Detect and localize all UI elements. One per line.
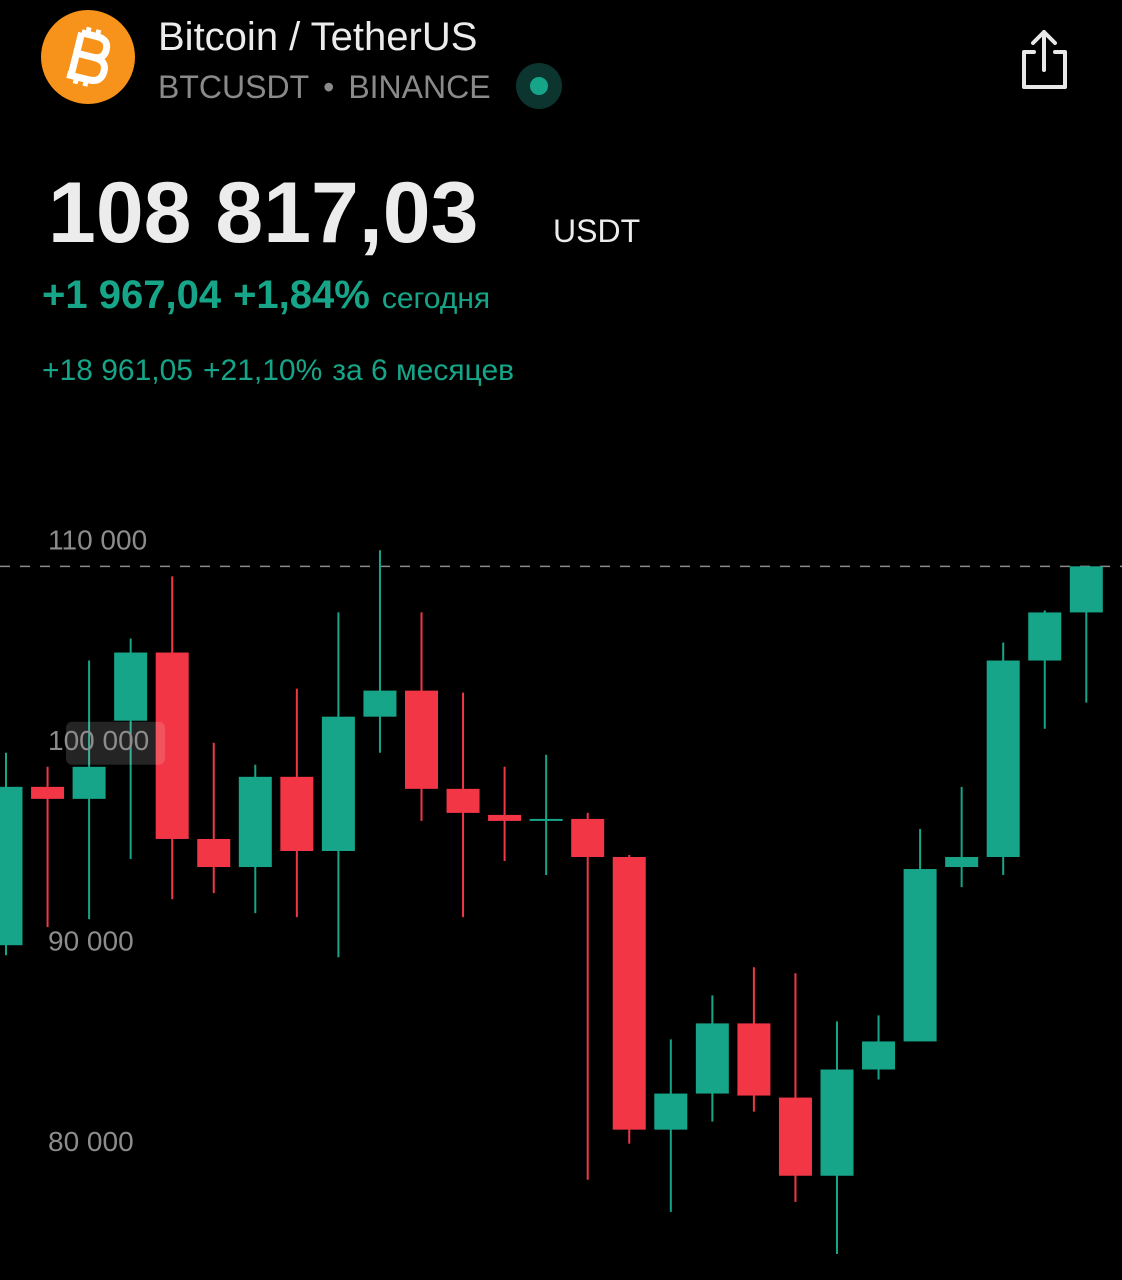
candle-body <box>945 857 979 868</box>
y-tick-label: 80 000 <box>48 1126 134 1157</box>
candle-body <box>1069 566 1103 613</box>
symbol: BTCUSDT <box>158 69 309 105</box>
tick-highlight <box>66 721 165 765</box>
y-tick-label: 100 000 <box>48 725 149 756</box>
candle-body <box>695 1023 729 1094</box>
candle-body <box>280 776 314 851</box>
coin-logo <box>41 10 135 104</box>
candle-body <box>114 652 148 721</box>
change-period: сегодня <box>382 282 490 315</box>
daily-change: +1 967,04 +1,84% сегодня <box>42 273 490 317</box>
exchange: BINANCE <box>348 69 490 105</box>
candle-body <box>31 786 65 799</box>
title: Bitcoin / TetherUS <box>158 15 477 59</box>
candle-body <box>155 652 189 839</box>
y-tick-label: 110 000 <box>48 525 147 556</box>
period-change: +18 961,05 +21,10% за 6 месяцев <box>42 354 514 387</box>
candle-body <box>405 690 438 789</box>
share-button[interactable] <box>1022 30 1067 89</box>
candle-body <box>986 660 1020 858</box>
candle-body <box>737 1023 771 1096</box>
chart: 80 000 90 000 100 000 110 000 <box>0 525 1122 1254</box>
candle-body <box>488 814 522 821</box>
market-status <box>516 63 562 109</box>
candle-body <box>197 838 231 868</box>
candle-body <box>0 786 23 946</box>
period-change-percent: +21,10% <box>203 354 322 387</box>
currency: USDT <box>553 213 640 249</box>
period-label: за 6 месяцев <box>332 354 514 387</box>
candle-body <box>820 1069 854 1176</box>
candle-body <box>238 776 272 868</box>
change: +1 967,04 <box>42 273 222 317</box>
period-change-value: +18 961,05 <box>42 354 193 387</box>
candle-body <box>321 716 355 851</box>
candle-body <box>571 818 605 858</box>
change-percent: +1,84% <box>233 273 370 317</box>
candle-body <box>903 869 937 1042</box>
candle-body <box>529 818 563 821</box>
candle-body <box>612 857 646 1130</box>
candle-body <box>363 690 397 717</box>
separator: • <box>323 69 334 105</box>
price: 108 817,03 <box>48 165 478 261</box>
candle-body <box>1028 612 1062 661</box>
candle-body <box>862 1041 896 1070</box>
candle-body <box>72 766 106 799</box>
candle-body <box>446 788 480 813</box>
candle-body <box>654 1093 688 1130</box>
y-tick-label: 90 000 <box>48 926 134 957</box>
candle-body <box>778 1097 812 1176</box>
subtitle: BTCUSDT • BINANCE <box>158 69 491 105</box>
